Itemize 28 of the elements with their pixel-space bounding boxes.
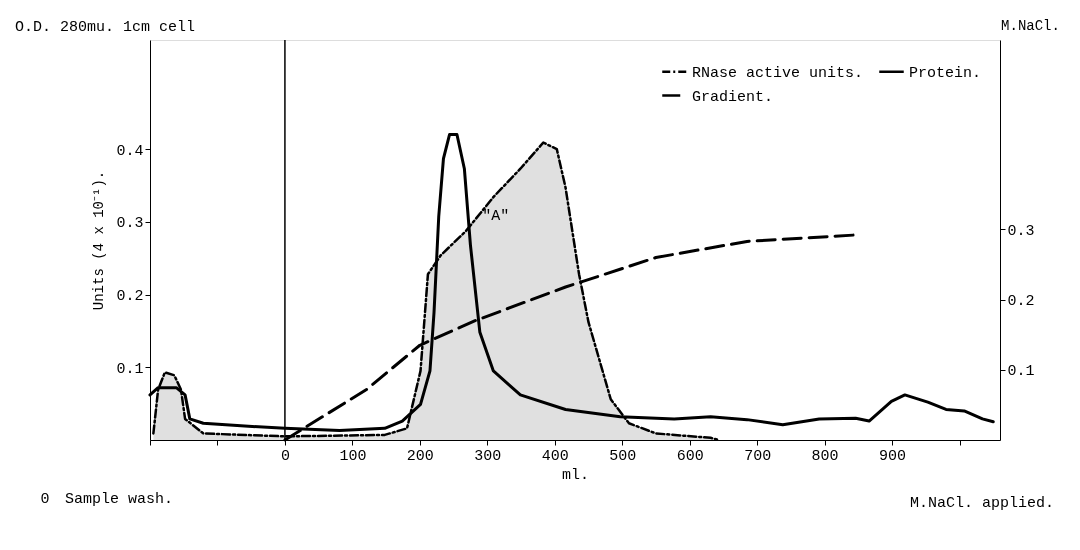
x-tick-label: 0 bbox=[280, 447, 290, 465]
y-axis-title: Units (4 x 10⁻¹). bbox=[91, 170, 108, 311]
x-tick-label: 300 bbox=[474, 447, 502, 465]
x-tick-label: 900 bbox=[879, 447, 907, 465]
x-tick-label: 700 bbox=[744, 447, 772, 465]
text: M.NaCl. applied. bbox=[910, 495, 1055, 512]
y-tick-label: 0.2 bbox=[116, 288, 144, 306]
x-axis-title: ml. bbox=[561, 466, 590, 484]
y-tick-label: 0.4 bbox=[116, 142, 144, 160]
y2-tick-label: 0.3 bbox=[1007, 222, 1035, 240]
x-tick-label: 600 bbox=[676, 447, 704, 465]
y2-tick-label: 0.1 bbox=[1007, 363, 1035, 381]
x-tick-label: 400 bbox=[541, 447, 569, 465]
y2-axis-title: M.NaCl. bbox=[1001, 17, 1060, 34]
x-tick-label: 200 bbox=[406, 447, 434, 465]
y2-tick-label: 0.2 bbox=[1007, 293, 1035, 311]
text: O.D. 280mu. 1cm cell bbox=[15, 19, 196, 36]
text: 0 bbox=[40, 491, 50, 508]
x-tick-label: 500 bbox=[609, 447, 637, 465]
text: Sample wash. bbox=[65, 491, 174, 508]
annotation: "A" bbox=[482, 207, 510, 225]
x-tick-label: 100 bbox=[339, 447, 367, 465]
legend-label: Protein. bbox=[909, 64, 982, 82]
y-tick-label: 0.3 bbox=[116, 215, 144, 233]
x-tick-label: 800 bbox=[811, 447, 839, 465]
y-tick-label: 0.1 bbox=[116, 360, 144, 378]
legend-label: RNase active units. bbox=[692, 64, 864, 82]
legend-label: Gradient. bbox=[692, 88, 774, 106]
